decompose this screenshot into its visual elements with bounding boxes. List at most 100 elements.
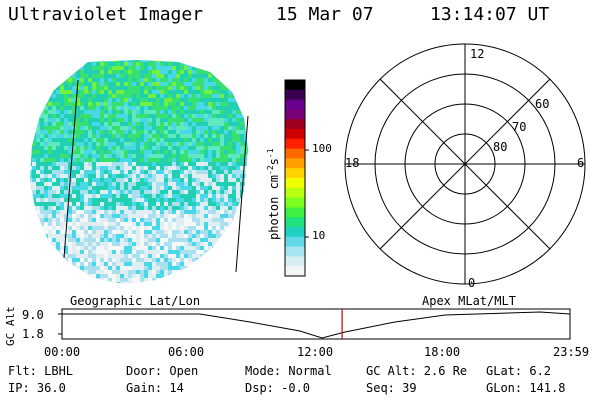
- image-pixel: [68, 118, 72, 122]
- image-pixel: [36, 138, 40, 142]
- image-pixel: [40, 234, 44, 238]
- image-pixel: [172, 210, 176, 214]
- image-pixel: [104, 126, 108, 130]
- image-pixel: [220, 122, 224, 126]
- image-pixel: [68, 210, 72, 214]
- image-pixel: [56, 206, 60, 210]
- image-pixel: [200, 214, 204, 218]
- image-pixel: [100, 158, 104, 162]
- image-pixel: [30, 102, 32, 106]
- image-pixel: [36, 86, 40, 90]
- image-pixel: [196, 146, 200, 150]
- image-pixel: [168, 190, 172, 194]
- image-pixel: [208, 198, 212, 202]
- image-pixel: [124, 254, 128, 258]
- image-pixel: [216, 226, 220, 230]
- image-pixel: [248, 126, 252, 130]
- image-pixel: [240, 234, 244, 238]
- image-pixel: [64, 246, 68, 250]
- image-pixel: [156, 270, 160, 274]
- image-pixel: [128, 198, 132, 202]
- image-pixel: [120, 158, 124, 162]
- image-pixel: [128, 242, 132, 246]
- image-pixel: [200, 130, 204, 134]
- image-pixel: [244, 86, 248, 90]
- image-pixel: [180, 282, 184, 284]
- image-pixel: [88, 70, 92, 74]
- image-pixel: [72, 250, 76, 254]
- image-pixel: [96, 74, 100, 78]
- image-pixel: [224, 238, 228, 242]
- image-pixel: [132, 174, 136, 178]
- image-pixel: [240, 238, 244, 242]
- image-pixel: [192, 194, 196, 198]
- image-pixel: [48, 158, 52, 162]
- image-pixel: [144, 282, 148, 284]
- image-pixel: [248, 70, 252, 74]
- image-pixel: [108, 174, 112, 178]
- color-bar-band: [285, 109, 305, 120]
- image-pixel: [176, 158, 180, 162]
- image-pixel: [92, 154, 96, 158]
- image-pixel: [76, 86, 80, 90]
- image-pixel: [116, 210, 120, 214]
- image-pixel: [172, 174, 176, 178]
- image-pixel: [132, 82, 136, 86]
- image-pixel: [68, 198, 72, 202]
- image-pixel: [224, 66, 228, 70]
- color-bar-label-100: 100: [312, 142, 332, 155]
- image-pixel: [30, 150, 32, 154]
- image-pixel: [160, 86, 164, 90]
- image-pixel: [128, 102, 132, 106]
- image-pixel: [124, 258, 128, 262]
- image-pixel: [160, 62, 164, 66]
- time-tick-0600: 06:00: [168, 345, 205, 359]
- image-pixel: [188, 158, 192, 162]
- image-pixel: [164, 234, 168, 238]
- color-bar-unit: photon cm-2s-1: [266, 148, 281, 240]
- image-pixel: [160, 214, 164, 218]
- image-pixel: [80, 270, 84, 274]
- image-pixel: [116, 82, 120, 86]
- image-pixel: [40, 118, 44, 122]
- image-pixel: [212, 122, 216, 126]
- image-pixel: [164, 250, 168, 254]
- image-pixel: [228, 238, 232, 242]
- image-pixel: [152, 226, 156, 230]
- image-pixel: [36, 106, 40, 110]
- image-pixel: [64, 154, 68, 158]
- image-pixel: [172, 90, 176, 94]
- image-pixel: [108, 286, 112, 290]
- image-pixel: [192, 122, 196, 126]
- image-pixel: [104, 226, 108, 230]
- image-pixel: [228, 162, 232, 166]
- image-pixel: [100, 114, 104, 118]
- image-pixel: [36, 186, 40, 190]
- image-pixel: [176, 282, 180, 284]
- image-pixel: [196, 246, 200, 250]
- image-pixel: [236, 178, 240, 182]
- image-pixel: [164, 170, 168, 174]
- image-pixel: [192, 70, 196, 74]
- image-pixel: [88, 246, 92, 250]
- image-pixel: [40, 130, 44, 134]
- image-pixel: [108, 154, 112, 158]
- image-pixel: [40, 70, 44, 74]
- image-pixel: [136, 170, 140, 174]
- image-pixel: [140, 122, 144, 126]
- image-pixel: [248, 166, 252, 170]
- image-pixel: [36, 60, 40, 62]
- image-pixel: [248, 114, 252, 118]
- image-pixel: [124, 266, 128, 270]
- image-pixel: [136, 134, 140, 138]
- image-pixel: [108, 110, 112, 114]
- image-pixel: [156, 98, 160, 102]
- image-pixel: [208, 202, 212, 206]
- image-pixel: [144, 230, 148, 234]
- image-pixel: [124, 146, 128, 150]
- image-pixel: [204, 234, 208, 238]
- image-pixel: [30, 270, 32, 274]
- image-pixel: [104, 278, 108, 282]
- image-pixel: [196, 122, 200, 126]
- image-pixel: [240, 178, 244, 182]
